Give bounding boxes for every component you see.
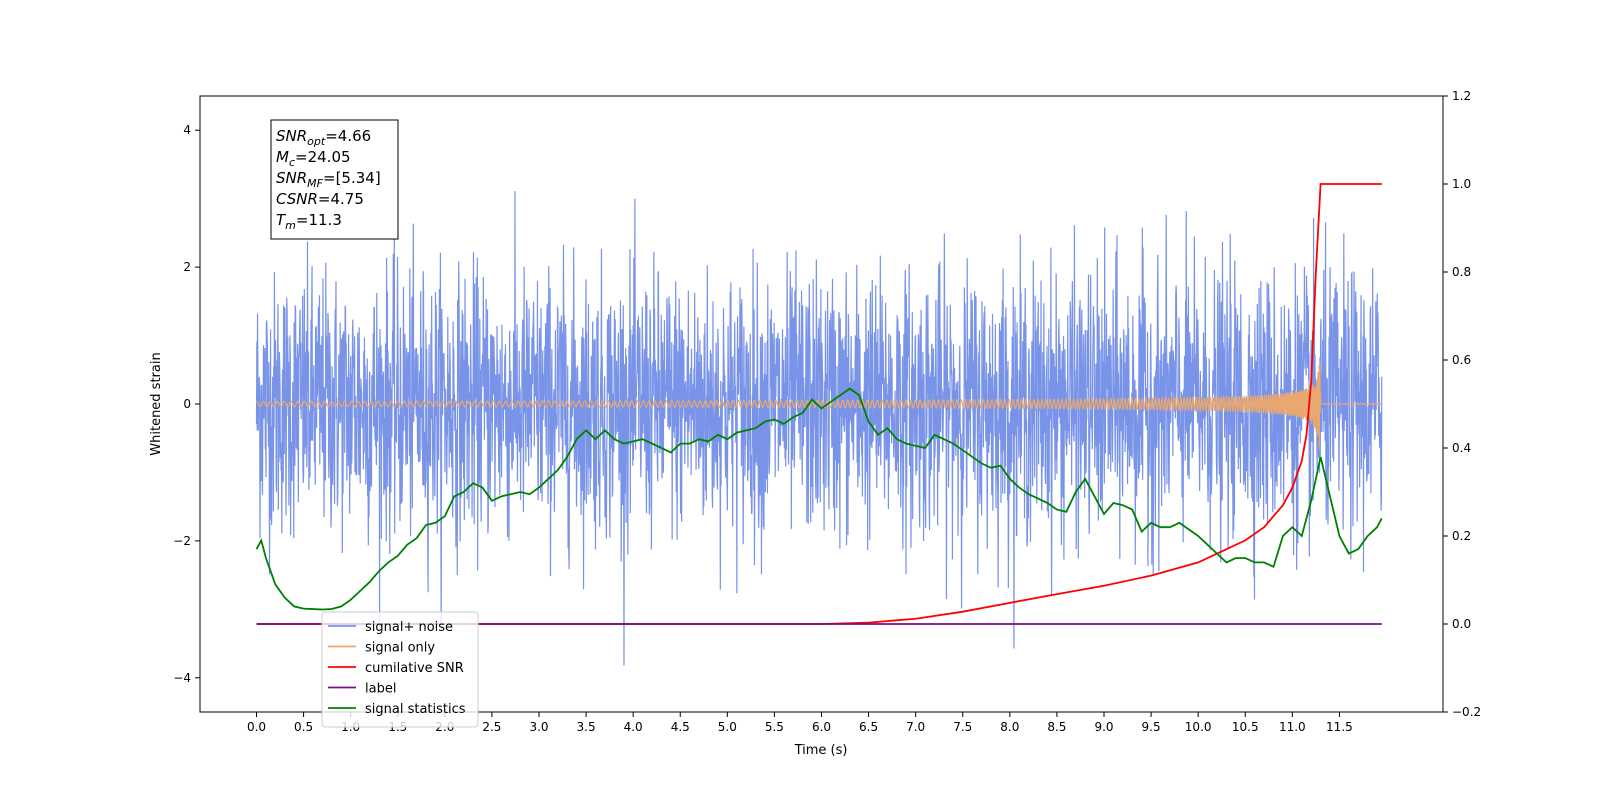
annotation-line: SNRopt=4.66 [276,127,371,148]
y-right-tick-label: −0.2 [1452,705,1481,719]
series-signal-noise-line [255,191,1383,666]
annotation-line: Mc=24.05 [276,148,351,169]
y-axis-left-ticks: 4 2 0 −2 −4 [173,123,200,685]
x-tick-label: 5.5 [765,720,784,734]
y-left-tick-label: 0 [183,397,191,411]
x-tick-label: 4.5 [671,720,690,734]
x-tick-label: 0.5 [294,720,313,734]
x-tick-label: 3.0 [529,720,548,734]
series-signal-statistics-line [255,387,1383,611]
y-right-tick-label: 0.4 [1452,441,1471,455]
x-tick-label: 8.5 [1047,720,1066,734]
x-tick-label: 3.5 [577,720,596,734]
plot-area [255,183,1383,666]
x-tick-label: 7.5 [953,720,972,734]
x-tick-label: 5.0 [718,720,737,734]
legend-entry: cumilative SNR [365,661,464,676]
y-right-tick-label: 0.2 [1452,529,1471,543]
legend-entry: label [365,682,396,697]
legend-frame [321,611,479,728]
legend-entry: signal+ noise [365,620,453,635]
x-tick-label: 2.5 [482,720,501,734]
series-cumulative-snr-line [256,183,1382,625]
legend-entry: signal statistics [365,702,466,717]
x-tick-label: 6.0 [812,720,831,734]
y-left-tick-label: 4 [183,123,191,137]
y-right-tick-label: 0.0 [1452,617,1471,631]
x-tick-label: 9.5 [1142,720,1161,734]
x-tick-label: 6.5 [859,720,878,734]
annotation-line: Tm=11.3 [276,211,342,232]
annotation-line: SNRMF=[5.34] [276,169,381,190]
x-tick-label: 4.0 [624,720,643,734]
y-right-tick-label: 0.6 [1452,353,1471,367]
x-tick-label: 11.0 [1279,720,1306,734]
legend-entry: signal only [365,641,435,656]
x-tick-label: 10.5 [1232,720,1259,734]
x-tick-label: 10.0 [1185,720,1212,734]
legend: signal+ noise signal only cumilative SNR la… [321,611,479,728]
x-tick-label: 8.0 [1000,720,1019,734]
snr-annotation-box: SNRopt=4.66Mc=24.05SNRMF=[5.34]CSNR=4.75… [270,119,399,240]
y-left-tick-label: −2 [173,534,191,548]
annotation-line: CSNR=4.75 [276,190,364,208]
y-left-tick-label: 2 [183,260,191,274]
y-right-tick-label: 0.8 [1452,265,1471,279]
x-axis-label: Time (s) [794,743,848,758]
y-left-tick-label: −4 [173,671,191,685]
x-tick-label: 11.5 [1326,720,1353,734]
annotation-frame [270,119,399,240]
y-right-tick-label: 1.2 [1452,89,1471,103]
y-axis-label: Whitened strain [149,352,164,455]
y-right-tick-label: 1.0 [1452,177,1471,191]
x-tick-label: 0.0 [247,720,266,734]
y-axis-right-ticks: 1.2 1.0 0.8 0.6 0.4 0.2 0.0 −0.2 [1443,89,1481,719]
x-tick-label: 9.0 [1094,720,1113,734]
x-tick-label: 7.0 [906,720,925,734]
